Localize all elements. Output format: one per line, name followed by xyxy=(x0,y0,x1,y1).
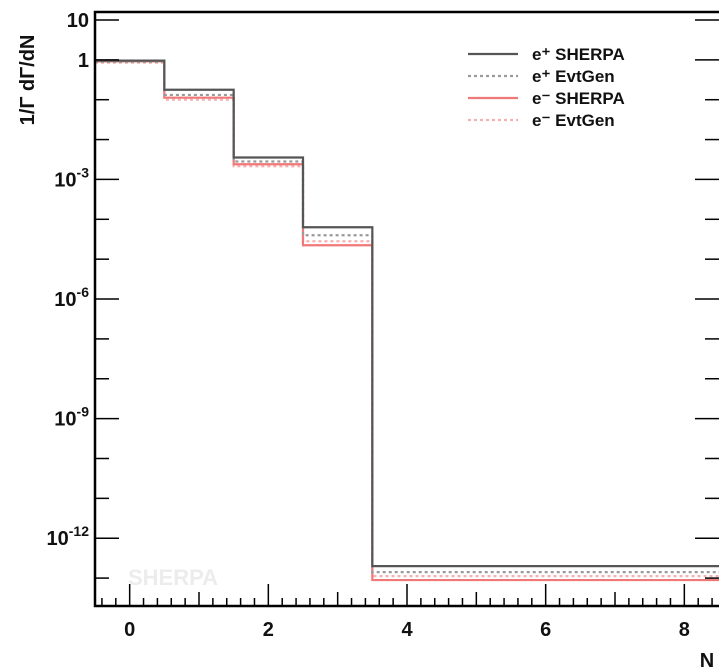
series-layer xyxy=(95,59,719,582)
x-tick-label: 6 xyxy=(540,619,551,641)
legend-label: e⁺ EvtGen xyxy=(532,67,615,86)
x-tick-label: 2 xyxy=(263,619,274,641)
y-tick-label: 10 xyxy=(67,10,89,32)
x-tick-label: 4 xyxy=(401,619,413,641)
legend: e⁺ SHERPA e⁺ EvtGen e⁻ SHERPA e⁻ EvtGen xyxy=(468,45,625,130)
series-line-1 xyxy=(95,60,719,574)
legend-label: e⁻ EvtGen xyxy=(532,111,615,130)
x-tick-label: 0 xyxy=(124,619,135,641)
y-tick-label: 10-6 xyxy=(54,284,89,311)
watermark-text: SHERPA xyxy=(128,565,218,590)
legend-label: e⁺ SHERPA xyxy=(532,45,625,64)
x-tick-label: 8 xyxy=(679,619,690,641)
series-line-2 xyxy=(95,60,719,582)
series-line-3 xyxy=(95,61,719,578)
y-axis-title: 1/Γ dΓ/dN xyxy=(17,35,39,126)
y-tick-label: 10-3 xyxy=(54,164,89,191)
y-tick-label: 10-9 xyxy=(54,404,89,431)
legend-label: e⁻ SHERPA xyxy=(532,89,625,108)
ticks-layer: 0 2 4 6 8 10 1 10-3 10-6 10-9 10-12 xyxy=(47,10,719,641)
y-tick-label: 1 xyxy=(78,50,89,72)
series-line-0 xyxy=(95,59,719,568)
x-axis-title: N xyxy=(700,650,714,670)
y-tick-label: 10-12 xyxy=(47,523,90,550)
plot-frame xyxy=(93,10,719,608)
